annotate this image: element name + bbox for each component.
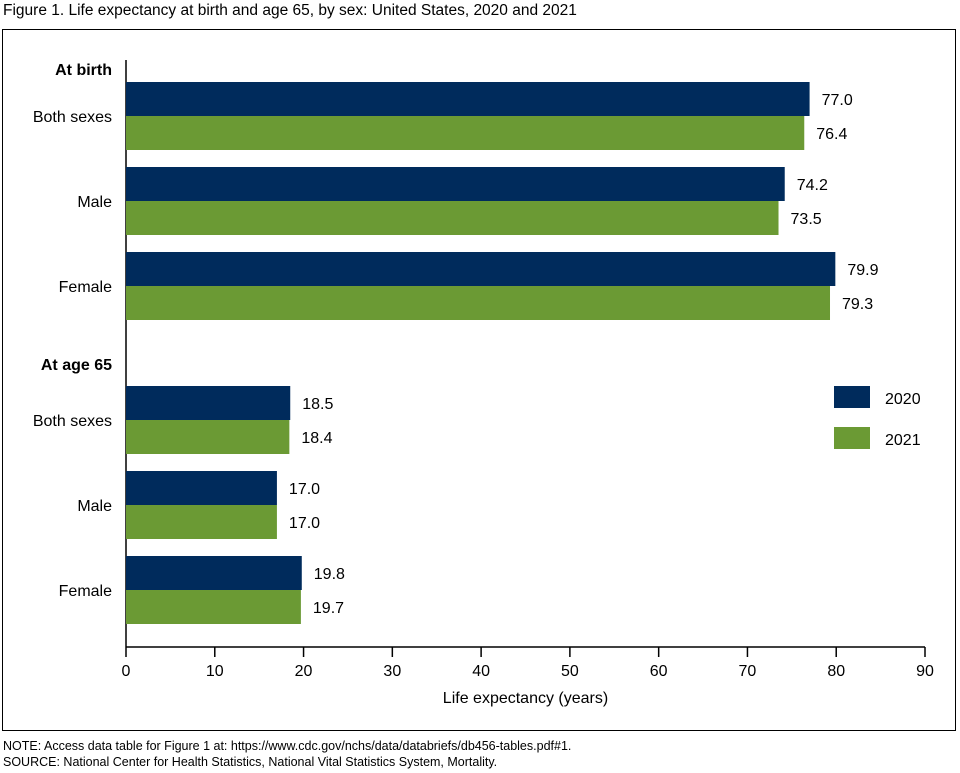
data-label: 19.8 [314, 566, 345, 583]
x-tick-label: 30 [383, 663, 401, 680]
legend-label: 2021 [885, 432, 921, 449]
bar [126, 82, 810, 116]
x-tick-label: 60 [650, 663, 668, 680]
data-label: 19.7 [313, 600, 344, 617]
bar [126, 386, 291, 420]
group-label: At age 65 [41, 357, 112, 374]
bar [126, 590, 301, 624]
data-label: 76.4 [816, 126, 847, 143]
x-tick-label: 20 [295, 663, 313, 680]
x-tick-label: 40 [472, 663, 490, 680]
bar [126, 420, 290, 454]
data-label: 17.0 [289, 481, 320, 498]
data-label: 73.5 [791, 211, 822, 228]
bar [126, 167, 785, 201]
category-label: Female [59, 279, 112, 296]
category-label: Female [59, 583, 112, 600]
x-tick-label: 50 [561, 663, 579, 680]
data-label: 74.2 [797, 177, 828, 194]
data-label: 79.9 [847, 262, 878, 279]
category-label: Male [77, 498, 112, 515]
labels: At birth Both sexes 77.0 76.4 Male 74.2 73.5 Fe… [33, 62, 879, 617]
axes: 0 10 20 30 40 50 60 70 80 90 Life expectancy (year… [122, 60, 934, 707]
category-label: Both sexes [33, 413, 112, 430]
data-label: 77.0 [822, 92, 853, 109]
legend: 2020 2021 [834, 386, 921, 449]
legend-swatch [834, 427, 870, 449]
data-note: NOTE: Access data table for Figure 1 at:… [3, 739, 572, 753]
bar [126, 505, 277, 539]
bar [126, 201, 779, 235]
data-label: 18.5 [302, 396, 333, 413]
x-tick-label: 90 [916, 663, 934, 680]
legend-label: 2020 [885, 391, 921, 408]
category-label: Male [77, 194, 112, 211]
category-label: Both sexes [33, 109, 112, 126]
x-tick-label: 80 [827, 663, 845, 680]
x-tick-label: 10 [206, 663, 224, 680]
chart-frame [2, 29, 956, 731]
data-label: 18.4 [301, 430, 332, 447]
x-axis-title: Life expectancy (years) [443, 690, 608, 707]
group-label: At birth [55, 62, 112, 79]
data-label: 17.0 [289, 515, 320, 532]
bar [126, 556, 302, 590]
bar [126, 286, 831, 320]
bar [126, 116, 805, 150]
legend-swatch [834, 386, 870, 408]
figure-title: Figure 1. Life expectancy at birth and a… [3, 2, 577, 19]
bars [126, 82, 836, 624]
x-tick-label: 0 [122, 663, 131, 680]
source-note: SOURCE: National Center for Health Stati… [3, 755, 498, 769]
bar [126, 252, 836, 286]
x-tick-label: 70 [739, 663, 757, 680]
bar [126, 471, 277, 505]
data-label: 79.3 [842, 296, 873, 313]
